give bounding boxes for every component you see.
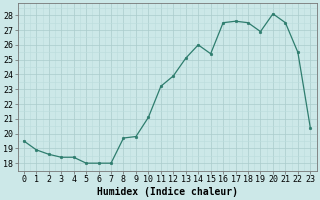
X-axis label: Humidex (Indice chaleur): Humidex (Indice chaleur) — [97, 186, 237, 197]
